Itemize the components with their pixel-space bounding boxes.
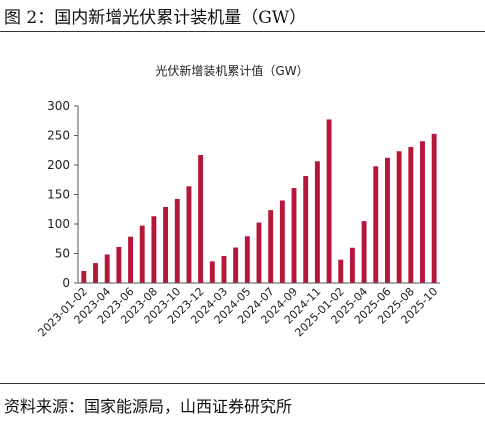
bar	[279, 200, 285, 283]
y-tick-label: 300	[47, 99, 70, 113]
bar	[93, 263, 98, 283]
bar	[163, 206, 169, 283]
y-tick-label: 250	[47, 129, 70, 143]
bar	[151, 216, 157, 283]
bar	[104, 254, 110, 283]
bar	[233, 247, 239, 283]
bar	[326, 119, 332, 284]
bar	[221, 256, 227, 283]
y-tick-label: 50	[55, 247, 70, 261]
bar	[128, 236, 134, 283]
bar	[198, 155, 204, 283]
bar	[244, 236, 250, 283]
bar	[314, 161, 320, 283]
bar	[291, 188, 297, 283]
bar	[338, 259, 344, 283]
bar	[186, 186, 192, 283]
bar	[268, 210, 274, 283]
y-tick-label: 0	[62, 276, 70, 290]
bar	[431, 133, 437, 283]
y-tick-label: 200	[47, 158, 70, 172]
bar	[116, 246, 122, 283]
bar	[420, 141, 425, 283]
chart-title: 光伏新增装机累计值（GW）	[155, 63, 308, 78]
bar	[349, 247, 355, 283]
y-axis: 0 50 100 150 200 250 300	[47, 99, 79, 290]
bar	[408, 146, 414, 283]
bar	[174, 198, 180, 283]
bar	[139, 225, 145, 283]
bar	[256, 222, 262, 283]
bar	[209, 261, 215, 283]
x-axis: 2023-01-022023-042023-062023-082023-1020…	[36, 282, 440, 339]
bottom-rule	[0, 383, 485, 384]
bar	[396, 151, 402, 283]
figure-title: 图 2：国内新增光伏累计装机量（GW）	[4, 8, 307, 28]
y-tick-label: 100	[47, 217, 70, 231]
bar	[384, 157, 390, 283]
bar	[373, 166, 379, 283]
bar	[81, 270, 87, 283]
bar-series	[81, 119, 437, 284]
top-rule	[0, 31, 485, 32]
bar	[361, 221, 367, 283]
bar	[303, 176, 309, 283]
y-tick-label: 150	[47, 188, 70, 202]
source-note: 资料来源：国家能源局，山西证券研究所	[4, 397, 293, 416]
bar-chart: 光伏新增装机累计值（GW） 0 50 100 150 200 250 300 2023-01…	[36, 63, 441, 339]
